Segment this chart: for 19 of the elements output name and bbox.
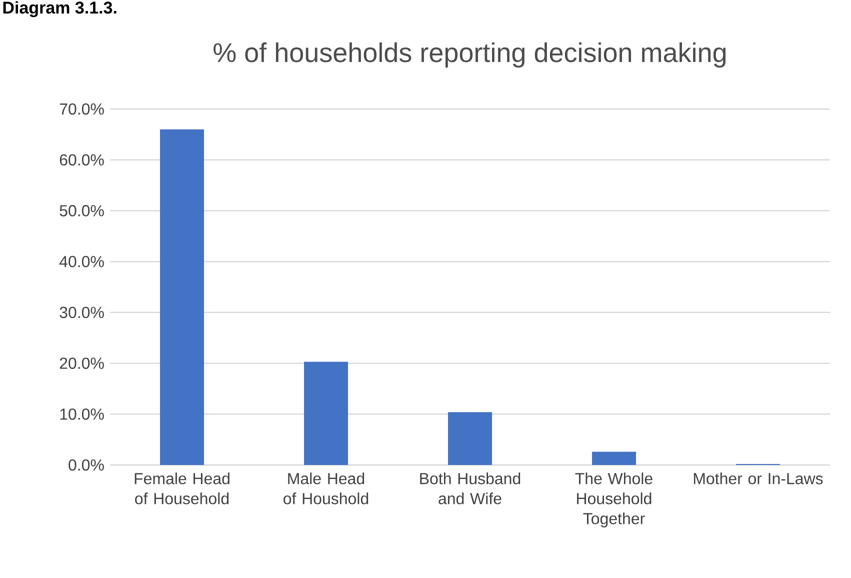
- bar: [304, 362, 348, 465]
- y-tick-label: 70.0%: [60, 103, 104, 115]
- y-tick-label: 60.0%: [60, 154, 104, 166]
- x-tick-label: Both Husband and Wife: [420, 472, 520, 504]
- y-tick-label: 50.0%: [60, 205, 104, 216]
- bar: [592, 452, 636, 465]
- y-tick-label: 30.0%: [60, 306, 104, 318]
- x-tick-label: Female Head of Household: [134, 472, 230, 504]
- x-tick-label: Mother or In-Laws: [694, 472, 823, 484]
- chart-title: % of households reporting decision making: [214, 42, 726, 68]
- x-tick-label: Male Head of Houshold: [284, 472, 368, 504]
- y-tick-label: 20.0%: [60, 358, 104, 369]
- bar: [448, 412, 492, 465]
- y-tick-label: 40.0%: [59, 256, 104, 268]
- x-tick-label: The Whole Household Together: [575, 472, 652, 528]
- bar: [160, 129, 204, 465]
- y-tick-label: 10.0%: [60, 408, 104, 420]
- y-tick-label: 0.0%: [68, 459, 104, 471]
- text: Diagram 3.1.3.: [3, 1, 116, 18]
